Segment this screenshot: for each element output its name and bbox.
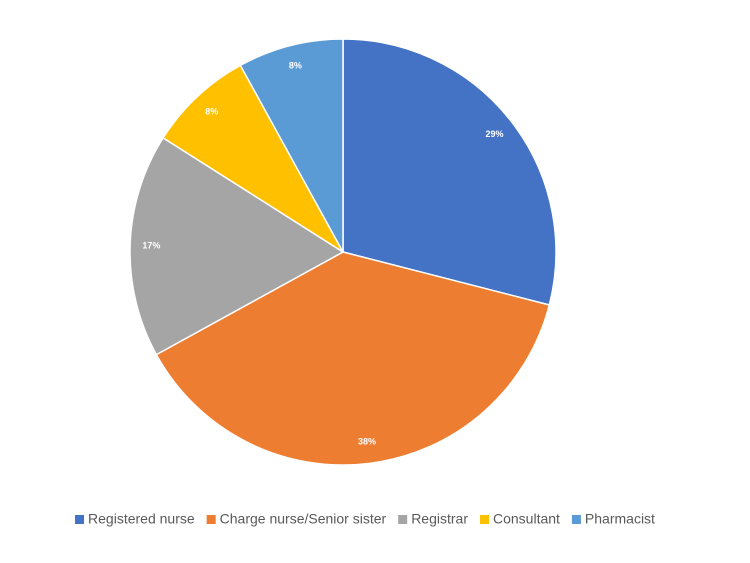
legend-swatch: [479, 515, 489, 524]
data-label: 38%: [358, 437, 376, 447]
legend-label: Pharmacist: [585, 511, 655, 527]
data-label: 17%: [142, 240, 160, 250]
data-label: 29%: [485, 129, 503, 139]
legend-swatch: [206, 515, 216, 524]
legend-label: Consultant: [493, 511, 560, 527]
legend-swatch: [75, 515, 85, 524]
pie-slice: [162, 64, 344, 253]
data-label: 8%: [289, 61, 302, 71]
data-label: 8%: [205, 107, 218, 117]
pie-slice: [239, 38, 344, 253]
pie-slice: [155, 251, 551, 466]
legend-swatch: [398, 515, 408, 524]
legend-label: Charge nurse/Senior sister: [220, 511, 387, 527]
legend-swatch: [571, 515, 581, 524]
legend-label: Registered nurse: [88, 511, 195, 527]
pie-slice: [342, 38, 557, 306]
legend-label: Registrar: [411, 511, 468, 527]
pie-slice: [129, 136, 345, 356]
